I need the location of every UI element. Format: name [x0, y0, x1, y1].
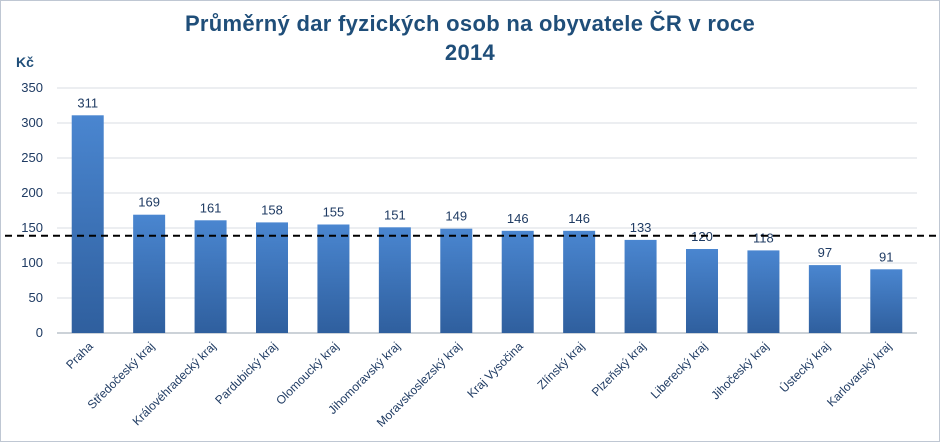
- category-label: Karlovarský kraj: [824, 339, 894, 409]
- chart-title-line-1: Průměrný dar fyzických osob na obyvatele…: [184, 11, 756, 36]
- bars: [71, 115, 903, 333]
- y-axis-ticks: 0 50 100 150 200 250 300 350: [21, 80, 43, 340]
- bar: [440, 228, 473, 333]
- bar: [686, 249, 718, 333]
- category-label: Praha: [63, 339, 96, 372]
- bar: [256, 222, 288, 333]
- data-label: 161: [200, 200, 222, 215]
- chart-title: Průměrný dar fyzických osob na obyvatele…: [1, 9, 939, 67]
- bar: [71, 115, 104, 333]
- category-label: Pardubický kraj: [212, 339, 280, 407]
- category-label: Liberecký kraj: [648, 339, 710, 401]
- bar: [317, 224, 350, 333]
- y-tick-label: 0: [36, 325, 43, 340]
- bar: [194, 220, 227, 333]
- data-label: 146: [507, 211, 529, 226]
- data-label: 91: [879, 249, 893, 264]
- data-label: 158: [261, 202, 283, 217]
- bar: [501, 230, 534, 333]
- data-label: 169: [138, 195, 160, 210]
- category-label: Plzeňský kraj: [589, 339, 649, 399]
- data-label: 97: [818, 245, 832, 260]
- chart-title-line-2: 2014: [444, 40, 496, 65]
- category-label: Kraj Vysočina: [464, 339, 526, 401]
- data-label: 151: [384, 207, 406, 222]
- grid-lines: [57, 87, 917, 334]
- data-label: 133: [630, 220, 652, 235]
- bar: [133, 214, 166, 333]
- y-axis-unit-label: Kč: [16, 54, 34, 70]
- bar: [808, 265, 841, 333]
- data-label: 311: [77, 95, 98, 110]
- y-tick-label: 300: [21, 115, 43, 130]
- category-label: Jihočeský kraj: [708, 339, 771, 402]
- category-label: Zlínský kraj: [534, 339, 587, 392]
- category-label: Ústecký kraj: [776, 339, 833, 396]
- data-label: 149: [445, 209, 467, 224]
- data-label: 155: [323, 205, 345, 220]
- y-tick-label: 150: [21, 220, 43, 235]
- data-label: 146: [568, 211, 590, 226]
- bar: [624, 239, 657, 333]
- bar: [870, 269, 903, 333]
- bar: [747, 250, 780, 333]
- y-tick-label: 50: [29, 290, 43, 305]
- bar: [378, 227, 411, 333]
- y-tick-label: 250: [21, 150, 43, 165]
- data-label: 118: [753, 230, 774, 245]
- category-label: Olomoucký kraj: [273, 339, 341, 407]
- y-tick-label: 350: [21, 80, 43, 95]
- y-tick-label: 100: [21, 255, 43, 270]
- bar: [563, 230, 596, 333]
- y-tick-label: 200: [21, 185, 43, 200]
